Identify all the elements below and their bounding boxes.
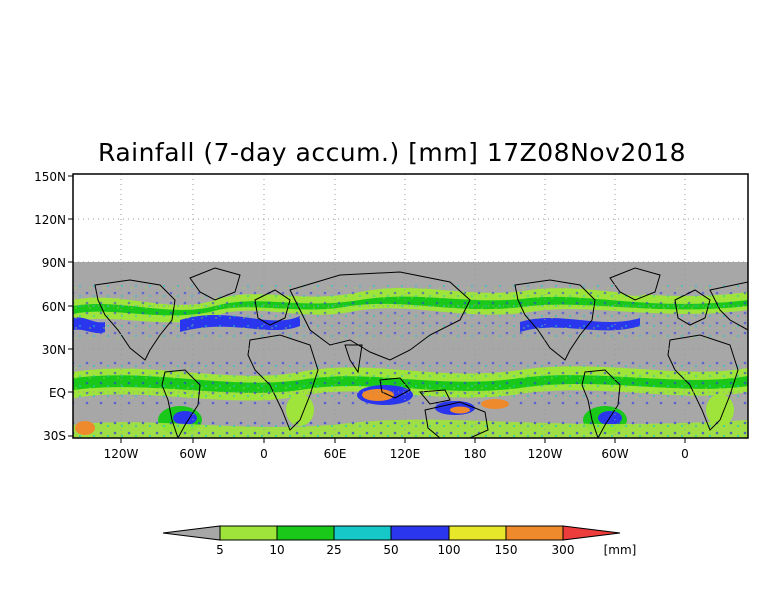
colorbar-tick: 150 [495, 543, 518, 557]
x-label-120w-2: 120W [528, 447, 563, 461]
x-label-180: 180 [464, 447, 487, 461]
y-label-120n: 120N [34, 213, 66, 227]
colorbar-tick: 100 [438, 543, 461, 557]
colorbar-segment [276, 525, 335, 541]
x-label-120e: 120E [390, 447, 421, 461]
rainfall-field [73, 262, 748, 438]
y-label-150n: 150N [34, 170, 66, 184]
colorbar: 5 10 25 50 100 150 300 [mm] [162, 525, 637, 557]
x-label-60w-2: 60W [601, 447, 628, 461]
y-label-60n: 60N [42, 300, 66, 314]
colorbar-segment [333, 525, 392, 541]
colorbar-tick: 300 [552, 543, 575, 557]
colorbar-segment [448, 525, 507, 541]
colorbar-tick: 50 [383, 543, 398, 557]
colorbar-tick: 10 [269, 543, 284, 557]
colorbar-tick: 25 [326, 543, 341, 557]
gridlines [73, 174, 748, 438]
x-label-0: 0 [260, 447, 268, 461]
y-axis: 150N 120N 90N 60N 30N EQ 30S [34, 170, 73, 443]
x-axis: 120W 60W 0 60E 120E 180 120W 60W 0 [104, 438, 689, 461]
map-title: Rainfall (7-day accum.) [mm] 17Z08Nov201… [98, 138, 686, 167]
coastlines [94, 267, 748, 438]
colorbar-segment [505, 525, 564, 541]
colorbar-tick: 5 [216, 543, 224, 557]
x-label-0-2: 0 [681, 447, 689, 461]
y-label-30s: 30S [43, 429, 66, 443]
x-label-60w: 60W [179, 447, 206, 461]
colorbar-segment [390, 525, 450, 541]
colorbar-unit: [mm] [604, 543, 637, 557]
y-label-30n: 30N [42, 343, 66, 357]
colorbar-segment [219, 525, 278, 541]
y-label-90n: 90N [42, 256, 66, 270]
colorbar-right-arrow [562, 525, 621, 541]
x-label-60e: 60E [324, 447, 347, 461]
y-label-eq: EQ [49, 386, 66, 400]
colorbar-left-arrow [162, 525, 221, 541]
x-label-120w: 120W [104, 447, 139, 461]
